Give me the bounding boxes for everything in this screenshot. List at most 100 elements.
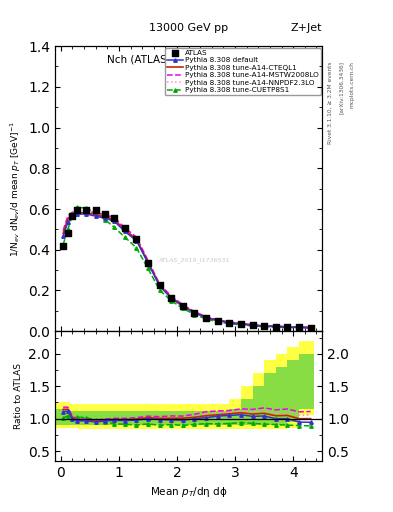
Pythia 8.308 tune-A14-MSTW2008LO (262, 323, 266, 329)
Pythia 8.308 tune-A14-CTEQL1 (134, 236, 139, 242)
Pythia 8.308 default (75, 211, 79, 217)
Pythia 8.308 tune-A14-NNPDF2.3LO (227, 319, 231, 325)
Pythia 8.308 tune-A14-NNPDF2.3LO (169, 294, 174, 300)
Line: Pythia 8.308 tune-A14-MSTW2008LO: Pythia 8.308 tune-A14-MSTW2008LO (63, 210, 310, 327)
Pythia 8.308 tune-A14-CTEQL1 (122, 227, 127, 233)
Pythia 8.308 tune-A14-NNPDF2.3LO (274, 323, 278, 329)
Pythia 8.308 tune-A14-CTEQL1 (66, 216, 70, 222)
Line: Pythia 8.308 tune-A14-CTEQL1: Pythia 8.308 tune-A14-CTEQL1 (63, 212, 310, 328)
Pythia 8.308 tune-A14-MSTW2008LO (70, 209, 75, 215)
Pythia 8.308 tune-A14-CTEQL1 (297, 324, 301, 330)
Pythia 8.308 tune-A14-NNPDF2.3LO (103, 212, 107, 219)
Pythia 8.308 tune-A14-MSTW2008LO (61, 227, 66, 233)
Pythia 8.308 tune-A14-CTEQL1 (84, 209, 89, 216)
ATLAS (121, 224, 128, 232)
Pythia 8.308 tune-A14-MSTW2008LO (84, 207, 89, 214)
Pythia 8.308 default (297, 325, 301, 331)
Pythia 8.308 tune-CUETP8S1 (70, 212, 75, 218)
Pythia 8.308 tune-A14-NNPDF2.3LO (180, 302, 185, 308)
Pythia 8.308 tune-A14-MSTW2008LO (227, 319, 231, 325)
Pythia 8.308 tune-A14-CTEQL1 (262, 323, 266, 329)
Pythia 8.308 tune-A14-MSTW2008LO (274, 323, 278, 329)
ATLAS (74, 206, 80, 214)
Pythia 8.308 default (204, 315, 208, 321)
Pythia 8.308 tune-A14-NNPDF2.3LO (84, 208, 89, 215)
ATLAS (215, 317, 221, 325)
Pythia 8.308 tune-CUETP8S1 (192, 311, 197, 317)
Pythia 8.308 tune-A14-NNPDF2.3LO (215, 317, 220, 323)
Pythia 8.308 tune-A14-MSTW2008LO (146, 257, 151, 263)
Pythia 8.308 tune-CUETP8S1 (169, 297, 174, 304)
ATLAS (60, 242, 66, 250)
Pythia 8.308 tune-A14-CTEQL1 (204, 314, 208, 321)
Pythia 8.308 tune-CUETP8S1 (250, 323, 255, 329)
Line: Pythia 8.308 tune-CUETP8S1: Pythia 8.308 tune-CUETP8S1 (61, 206, 312, 330)
Pythia 8.308 tune-A14-NNPDF2.3LO (93, 210, 98, 217)
ATLAS (238, 321, 244, 329)
Pythia 8.308 tune-CUETP8S1 (66, 226, 70, 232)
Pythia 8.308 tune-A14-CTEQL1 (215, 317, 220, 324)
Text: ATLAS_2019_I1736531: ATLAS_2019_I1736531 (158, 257, 230, 263)
Text: Rivet 3.1.10, ≥ 3.2M events: Rivet 3.1.10, ≥ 3.2M events (328, 61, 333, 144)
Pythia 8.308 tune-A14-NNPDF2.3LO (204, 314, 208, 320)
Pythia 8.308 tune-A14-NNPDF2.3LO (308, 324, 313, 330)
Pythia 8.308 tune-A14-NNPDF2.3LO (134, 235, 139, 241)
ATLAS (102, 210, 108, 218)
Pythia 8.308 tune-A14-NNPDF2.3LO (112, 216, 117, 222)
Pythia 8.308 tune-CUETP8S1 (227, 321, 231, 327)
Pythia 8.308 tune-A14-MSTW2008LO (180, 302, 185, 308)
Text: mcplots.cern.ch: mcplots.cern.ch (349, 61, 354, 109)
Pythia 8.308 tune-A14-CTEQL1 (103, 214, 107, 220)
Pythia 8.308 tune-A14-NNPDF2.3LO (75, 208, 79, 215)
Text: [arXiv:1306.3436]: [arXiv:1306.3436] (339, 61, 344, 115)
Pythia 8.308 default (84, 211, 89, 217)
ATLAS (226, 319, 232, 327)
Text: Nch (ATLAS UE in Z production): Nch (ATLAS UE in Z production) (107, 55, 270, 65)
Pythia 8.308 tune-CUETP8S1 (215, 319, 220, 325)
ATLAS (65, 229, 71, 238)
Pythia 8.308 default (134, 238, 139, 244)
Pythia 8.308 tune-A14-CTEQL1 (308, 325, 313, 331)
Pythia 8.308 tune-A14-MSTW2008LO (169, 293, 174, 299)
Y-axis label: Ratio to ATLAS: Ratio to ATLAS (14, 363, 23, 429)
Pythia 8.308 default (122, 228, 127, 234)
Pythia 8.308 tune-CUETP8S1 (180, 305, 185, 311)
Pythia 8.308 tune-CUETP8S1 (75, 204, 79, 210)
Pythia 8.308 default (146, 260, 151, 266)
ATLAS (261, 322, 267, 330)
Pythia 8.308 default (103, 215, 107, 221)
Pythia 8.308 default (274, 324, 278, 330)
Pythia 8.308 tune-A14-MSTW2008LO (112, 215, 117, 221)
ATLAS (250, 322, 256, 330)
Pythia 8.308 tune-CUETP8S1 (146, 265, 151, 271)
Pythia 8.308 tune-A14-MSTW2008LO (192, 309, 197, 315)
Pythia 8.308 default (93, 213, 98, 219)
Pythia 8.308 default (112, 218, 117, 224)
ATLAS (83, 206, 90, 214)
Pythia 8.308 tune-A14-CTEQL1 (112, 217, 117, 223)
ATLAS (296, 323, 302, 331)
Pythia 8.308 tune-A14-CTEQL1 (285, 324, 290, 330)
Pythia 8.308 tune-A14-CTEQL1 (70, 211, 75, 217)
Pythia 8.308 tune-CUETP8S1 (61, 242, 66, 248)
Pythia 8.308 tune-CUETP8S1 (239, 322, 243, 328)
ATLAS (180, 302, 186, 310)
ATLAS (284, 323, 290, 331)
ATLAS (133, 234, 140, 243)
Pythia 8.308 tune-A14-NNPDF2.3LO (146, 258, 151, 264)
Y-axis label: 1/N$_{ev}$ dN$_{ev}$/d mean $p_T$ [GeV]$^{-1}$: 1/N$_{ev}$ dN$_{ev}$/d mean $p_T$ [GeV]$… (8, 121, 23, 257)
Pythia 8.308 default (285, 324, 290, 330)
Legend: ATLAS, Pythia 8.308 default, Pythia 8.308 tune-A14-CTEQL1, Pythia 8.308 tune-A14: ATLAS, Pythia 8.308 default, Pythia 8.30… (165, 48, 321, 95)
Pythia 8.308 tune-A14-MSTW2008LO (66, 213, 70, 219)
Pythia 8.308 tune-A14-MSTW2008LO (93, 209, 98, 216)
Pythia 8.308 tune-CUETP8S1 (103, 217, 107, 223)
Pythia 8.308 tune-A14-CTEQL1 (274, 324, 278, 330)
Pythia 8.308 default (262, 323, 266, 329)
ATLAS (92, 206, 99, 214)
ATLAS (203, 314, 209, 322)
Pythia 8.308 default (192, 310, 197, 316)
Pythia 8.308 tune-A14-NNPDF2.3LO (250, 322, 255, 328)
Pythia 8.308 tune-A14-CTEQL1 (61, 230, 66, 237)
Pythia 8.308 default (250, 322, 255, 328)
Pythia 8.308 default (215, 317, 220, 324)
